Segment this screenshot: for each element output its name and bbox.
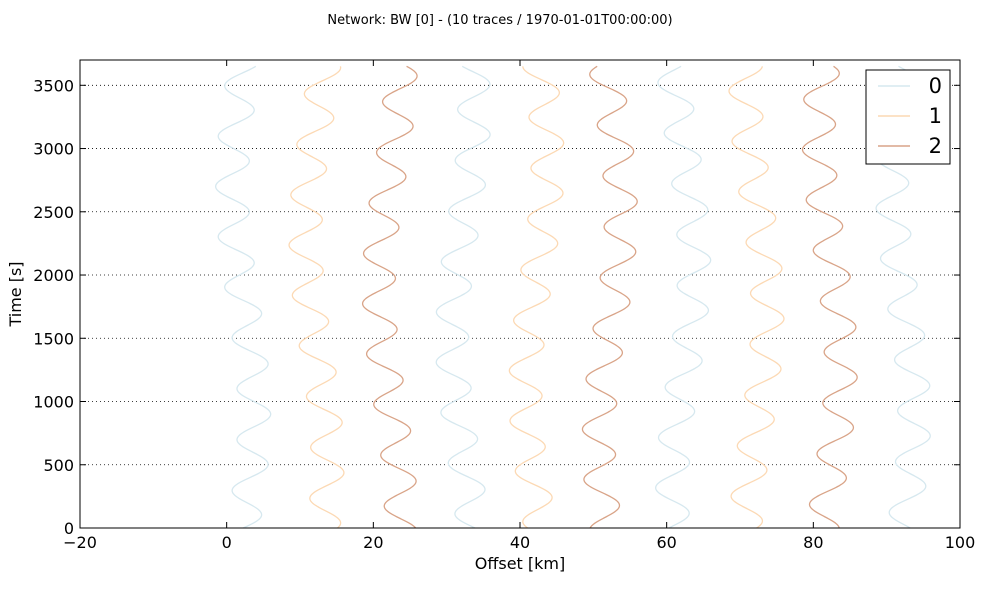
- x-tick-label-0: −20: [63, 533, 97, 552]
- legend-label-1: 1: [929, 104, 942, 128]
- x-tick-label-3: 40: [510, 533, 530, 552]
- legend-label-0: 0: [929, 74, 942, 98]
- y-tick-label-7: 3500: [33, 76, 74, 95]
- trace-line-0: [215, 65, 272, 529]
- plot-frame: [79, 59, 961, 529]
- axis-ticks: −20 0 20 40 60 80 1000500100015002000250030003…: [33, 60, 975, 552]
- gridlines: [80, 84, 960, 466]
- y-tick-label-1: 500: [43, 456, 74, 475]
- trace-line-7: [728, 66, 785, 529]
- trace-line-6: [655, 65, 712, 529]
- y-tick-label-3: 1500: [33, 329, 74, 348]
- trace-line-5: [581, 65, 638, 529]
- x-tick-label-5: 80: [803, 533, 823, 552]
- y-tick-label-5: 2500: [33, 203, 74, 222]
- legend: 0 1 2: [865, 69, 951, 165]
- legend-label-2: 2: [929, 134, 942, 158]
- trace-line-2: [361, 65, 418, 529]
- y-tick-label-6: 3000: [33, 140, 74, 159]
- trace-line-8: [801, 65, 858, 529]
- trace-series: [215, 65, 931, 529]
- trace-line-3: [435, 65, 491, 529]
- y-tick-label-2: 1000: [33, 393, 74, 412]
- y-tick-label-0: 0: [64, 519, 74, 538]
- x-tick-label-4: 60: [656, 533, 676, 552]
- y-tick-label-4: 2000: [33, 266, 74, 285]
- trace-line-4: [508, 66, 565, 529]
- x-tick-label-6: 100: [945, 533, 976, 552]
- x-tick-label-1: 0: [222, 533, 232, 552]
- x-tick-label-2: 20: [363, 533, 383, 552]
- x-axis-label: Offset [km]: [475, 554, 566, 573]
- y-axis-label: Time [s]: [6, 261, 25, 327]
- trace-line-1: [288, 66, 345, 529]
- chart-title: Network: BW [0] - (10 traces / 1970-01-0…: [327, 13, 672, 28]
